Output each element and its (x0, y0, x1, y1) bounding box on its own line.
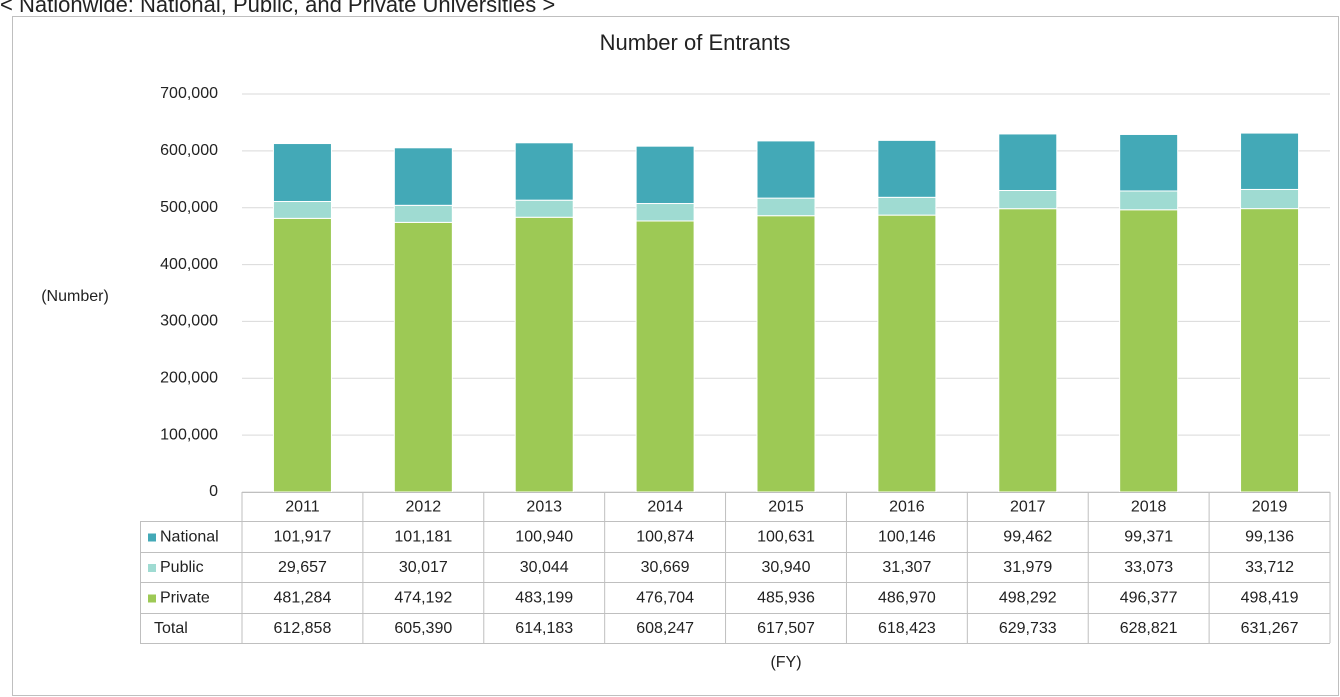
legend-label: Public (160, 559, 204, 576)
table-value: 101,181 (394, 529, 452, 546)
legend-swatch (148, 533, 156, 542)
bar-segment (756, 215, 816, 493)
total-value: 631,267 (1241, 620, 1299, 637)
table-value: 30,017 (399, 559, 448, 576)
total-value: 629,733 (999, 620, 1057, 637)
bar-segment (877, 214, 937, 493)
bar-segment (635, 145, 695, 205)
y-tick-label: 400,000 (160, 256, 218, 273)
bar-segment (635, 220, 695, 493)
bar-segment (393, 147, 453, 206)
x-tick-label: 2014 (647, 499, 683, 516)
x-tick-label: 2013 (526, 499, 562, 516)
total-value: 618,423 (878, 620, 936, 637)
bar-segment (514, 142, 574, 201)
table-value: 99,371 (1124, 529, 1173, 546)
total-value: 628,821 (1120, 620, 1178, 637)
x-tick-label: 2012 (406, 499, 442, 516)
bar-segment (1240, 132, 1300, 190)
table-value: 29,657 (278, 559, 327, 576)
y-tick-label: 700,000 (160, 85, 218, 102)
table-value: 474,192 (394, 590, 452, 607)
table-value: 481,284 (274, 590, 332, 607)
x-axis-label: (FY) (770, 654, 801, 671)
table-value: 31,979 (1003, 559, 1052, 576)
x-tick-label: 2018 (1131, 499, 1167, 516)
bar-segment (998, 190, 1058, 210)
x-tick-label: 2017 (1010, 499, 1046, 516)
bar-segment (272, 217, 332, 493)
bar-segment (756, 197, 816, 217)
total-value: 608,247 (636, 620, 694, 637)
table-value: 100,940 (515, 529, 573, 546)
y-tick-label: 100,000 (160, 426, 218, 443)
total-value: 605,390 (394, 620, 452, 637)
x-tick-label: 2011 (285, 499, 320, 516)
table-value: 30,669 (641, 559, 690, 576)
page-heading: < Nationwide: National, Public, and Priv… (0, 0, 555, 17)
table-value: 33,712 (1245, 559, 1294, 576)
table-value: 483,199 (515, 590, 573, 607)
legend-label: National (160, 529, 219, 546)
bar-segment (1240, 188, 1300, 210)
x-tick-label: 2016 (889, 499, 925, 516)
bar-segment (756, 140, 816, 199)
table-value: 101,917 (274, 529, 332, 546)
table-value: 498,292 (999, 590, 1057, 607)
table-value: 100,631 (757, 529, 815, 546)
y-tick-label: 500,000 (160, 199, 218, 216)
bar-segment (514, 216, 574, 493)
table-value: 31,307 (882, 559, 931, 576)
bar-segment (1119, 190, 1179, 211)
bar-segment (272, 143, 332, 202)
y-tick-label: 300,000 (160, 313, 218, 330)
y-tick-label: 200,000 (160, 370, 218, 387)
bar-segment (1240, 208, 1300, 493)
table-value: 486,970 (878, 590, 936, 607)
bar-segment (1119, 209, 1179, 493)
legend-swatch (148, 594, 156, 603)
total-value: 617,507 (757, 620, 815, 637)
bar-segment (635, 203, 695, 222)
y-axis-label: (Number) (41, 288, 109, 305)
table-value: 30,940 (762, 559, 811, 576)
table-value: 99,462 (1003, 529, 1052, 546)
bar-segment (998, 133, 1058, 192)
bar-segment (514, 199, 574, 218)
bar-segment (998, 208, 1058, 493)
table-value: 485,936 (757, 590, 815, 607)
legend-label: Private (160, 590, 210, 607)
table-value: 498,419 (1241, 590, 1299, 607)
bar-segment (1119, 133, 1179, 192)
table-value: 99,136 (1245, 529, 1294, 546)
bar-segment (272, 200, 332, 219)
table-value: 30,044 (520, 559, 569, 576)
bar-segment (877, 196, 937, 216)
total-value: 614,183 (515, 620, 573, 637)
bar-segment (393, 221, 453, 493)
table-value: 476,704 (636, 590, 694, 607)
y-tick-label: 600,000 (160, 142, 218, 159)
total-value: 612,858 (274, 620, 332, 637)
table-value: 496,377 (1120, 590, 1178, 607)
y-tick-label: 0 (209, 483, 218, 500)
x-tick-label: 2015 (768, 499, 804, 516)
x-tick-label: 2019 (1252, 499, 1288, 516)
table-value: 33,073 (1124, 559, 1173, 576)
table-value: 100,146 (878, 529, 936, 546)
total-label: Total (154, 620, 188, 637)
bar-segment (393, 204, 453, 223)
legend-swatch (148, 564, 156, 572)
chart-frame (12, 16, 1339, 696)
chart-title: Number of Entrants (600, 30, 791, 55)
table-value: 100,874 (636, 529, 694, 546)
bar-segment (877, 139, 937, 198)
